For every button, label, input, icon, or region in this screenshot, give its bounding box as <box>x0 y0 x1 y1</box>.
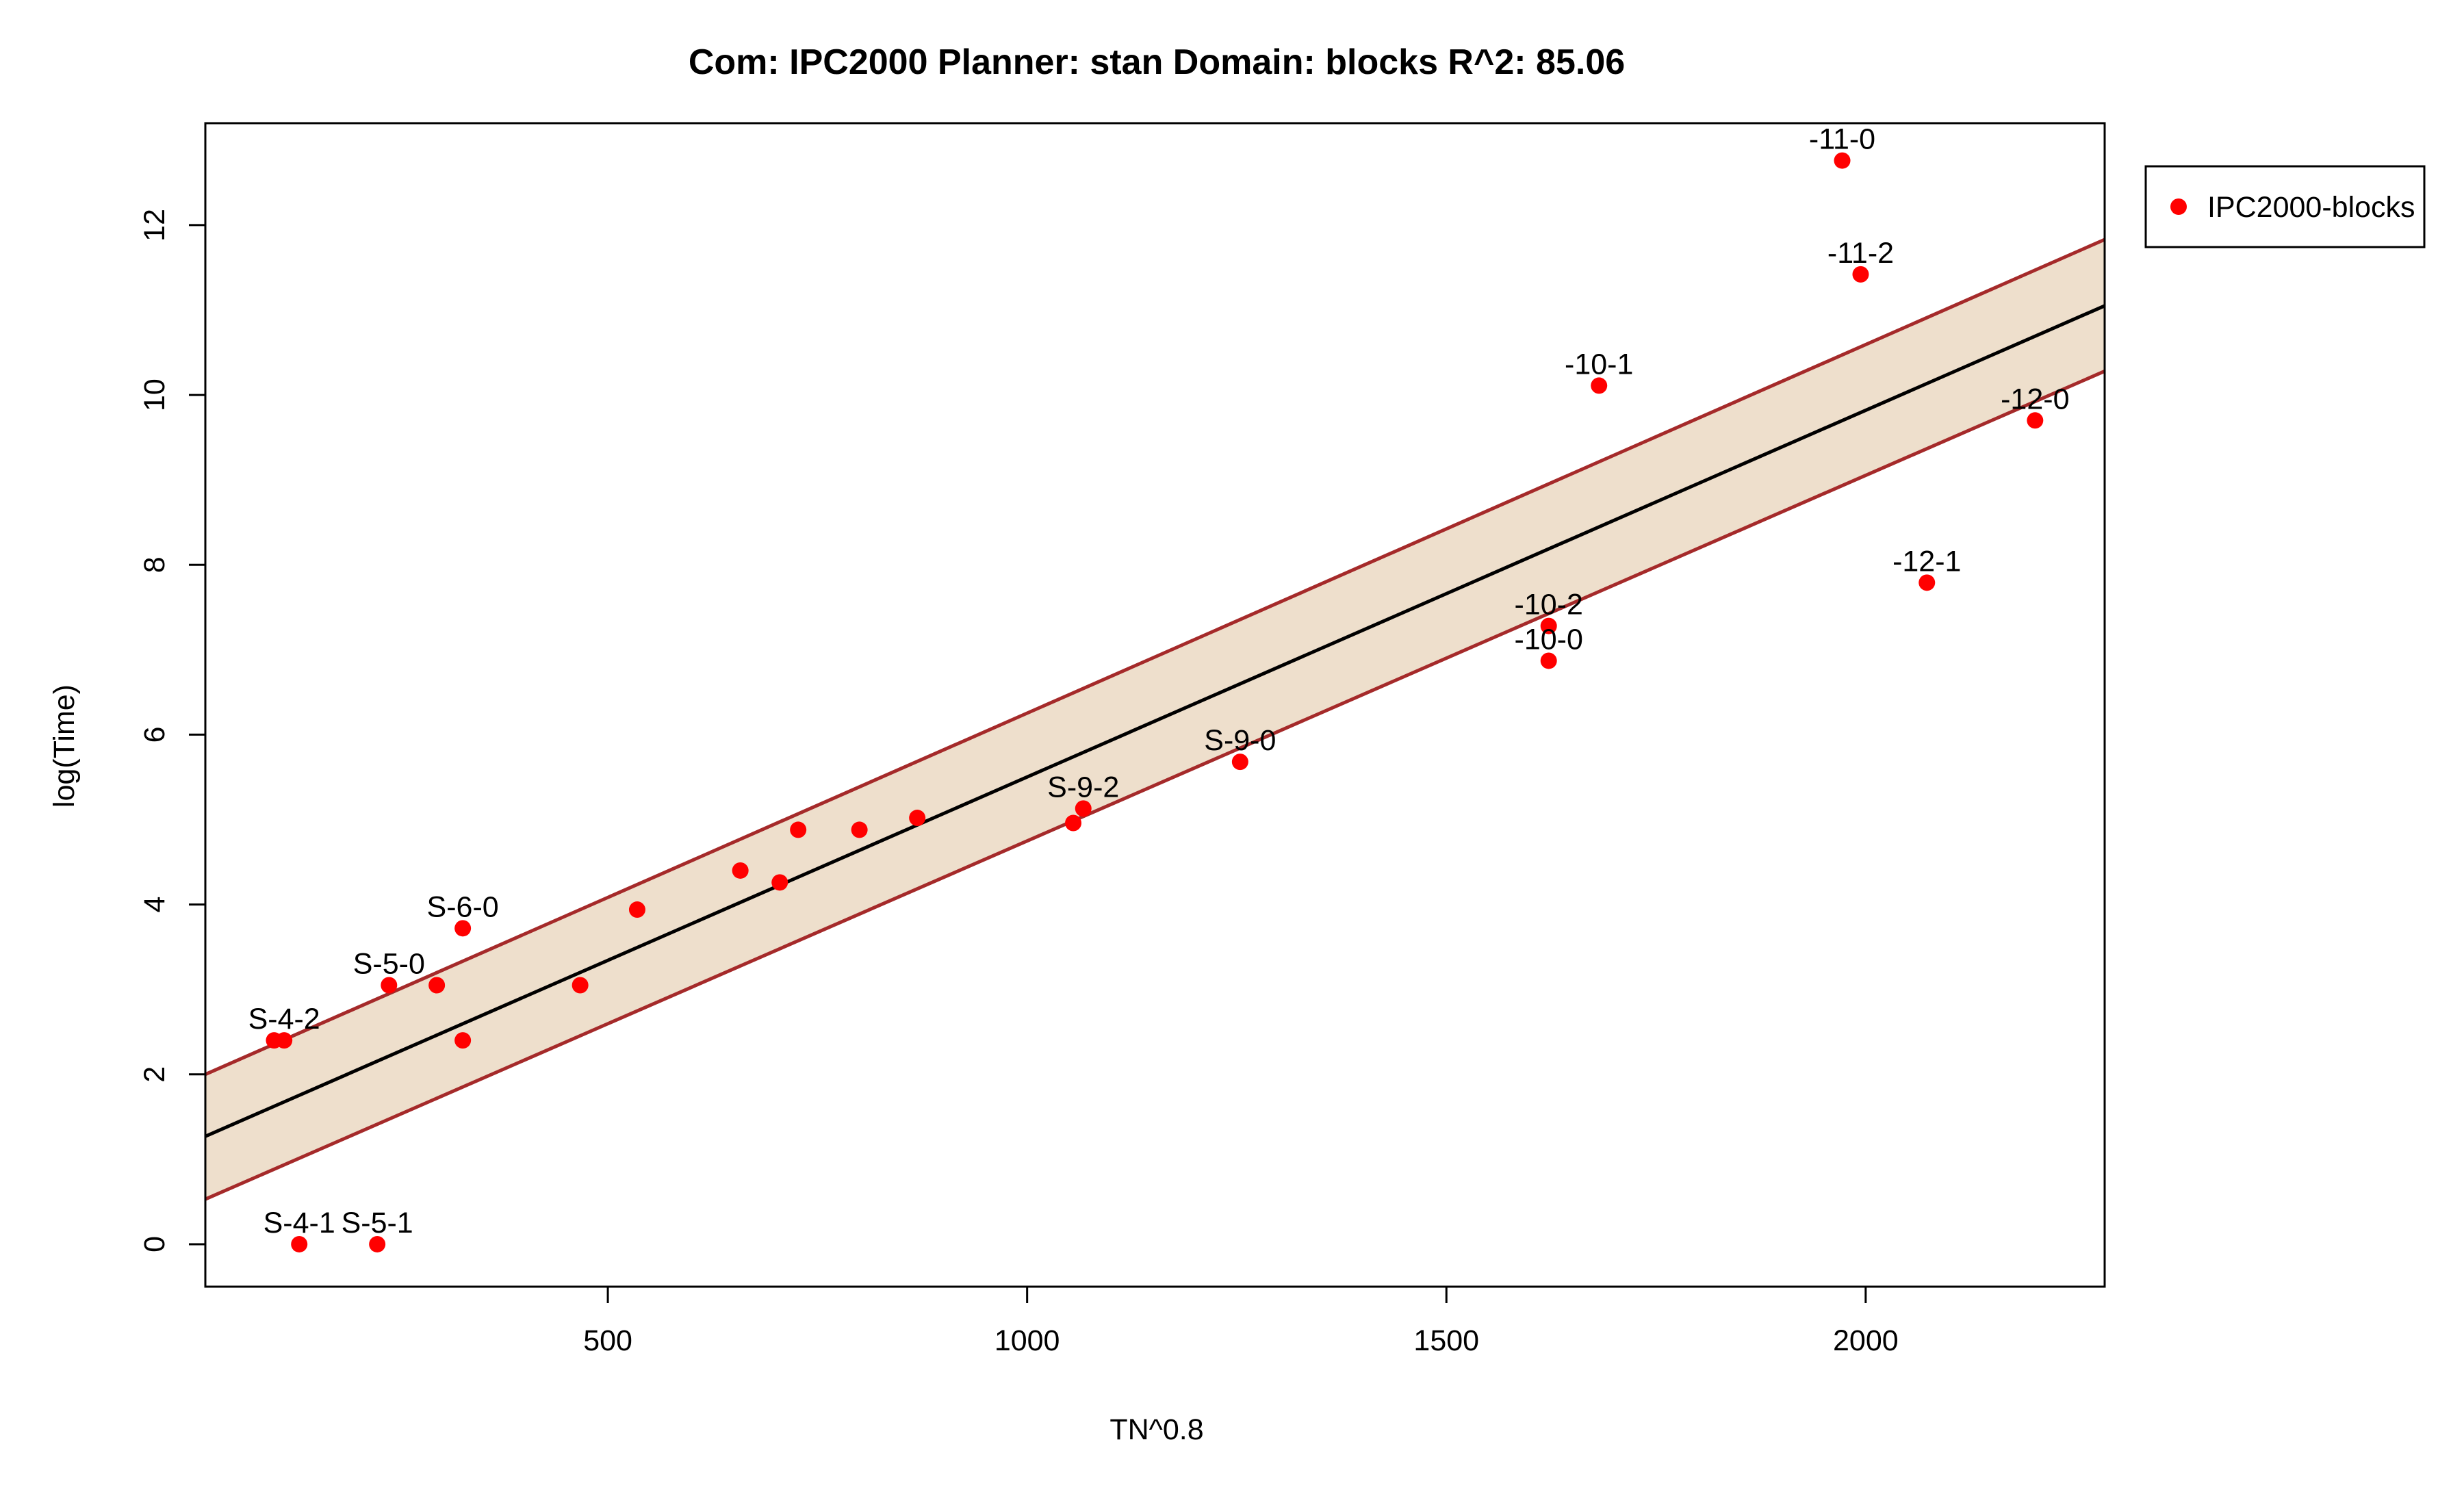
x-axis-label: TN^0.8 <box>1109 1413 1203 1446</box>
x-tick-label: 500 <box>583 1324 632 1357</box>
y-axis: 0 2 4 6 8 10 12 <box>138 209 207 1252</box>
data-point <box>454 920 472 937</box>
data-point <box>291 1235 308 1252</box>
point-labels: S-4-2 S-4-1 S-5-1 S-5-0S-6-0 S-9-2 S-9-0 -10-2… <box>248 123 2070 1239</box>
upper-band-line <box>204 237 2106 1077</box>
data-point <box>428 977 446 994</box>
data-point <box>2027 412 2044 429</box>
point-label: S-4-1 <box>264 1207 335 1239</box>
data-point <box>454 1032 472 1049</box>
point-label: -11-0 <box>1809 123 1875 156</box>
chart-title: Com: IPC2000 Planner: stan Domain: block… <box>689 42 1625 82</box>
data-point <box>1591 377 1608 394</box>
regression-line <box>204 304 2106 1138</box>
data-point <box>369 1235 386 1252</box>
data-point <box>1834 152 1851 169</box>
data-point <box>276 1032 293 1049</box>
data-point <box>381 977 398 994</box>
data-point <box>790 821 807 838</box>
lower-band-line <box>205 370 2105 1201</box>
point-label: -10-2 <box>1515 589 1583 621</box>
point-label: -11-2 <box>1827 237 1894 270</box>
point-label: -12-1 <box>1892 545 1961 578</box>
data-point <box>1540 617 1557 634</box>
x-axis: 500 1000 1500 2000 <box>583 1285 1899 1357</box>
point-label: -10-0 <box>1515 623 1583 656</box>
y-tick-label: 4 <box>138 897 171 913</box>
y-tick-label: 8 <box>138 556 171 573</box>
y-tick-label: 12 <box>138 209 171 242</box>
data-point <box>771 874 788 891</box>
point-label: S-9-0 <box>1204 724 1276 757</box>
data-point <box>1231 754 1248 771</box>
legend-box <box>2144 165 2426 248</box>
y-tick-label: 0 <box>138 1236 171 1252</box>
data-point <box>1065 814 1082 832</box>
x-tick-label: 1500 <box>1413 1324 1479 1357</box>
data-point <box>851 821 868 838</box>
y-axis-label: log(Time) <box>48 684 81 808</box>
y-tick-label: 10 <box>138 378 171 411</box>
legend-marker <box>2170 198 2187 215</box>
legend-entry-label: IPC2000-blocks <box>2207 191 2415 224</box>
point-label: S-9-2 <box>1047 771 1119 803</box>
data-point <box>732 862 749 879</box>
point-label: -12-0 <box>2001 383 2069 415</box>
data-point <box>1918 574 1936 591</box>
data-point <box>1075 800 1092 817</box>
point-label: S-4-2 <box>248 1003 320 1036</box>
x-tick-label: 2000 <box>1833 1324 1899 1357</box>
fit-line <box>204 304 2106 1138</box>
data-point <box>909 810 926 827</box>
data-point <box>1540 652 1557 669</box>
x-tick-label: 1000 <box>994 1324 1060 1357</box>
y-tick-label: 6 <box>138 726 171 743</box>
point-label: S-5-1 <box>342 1207 413 1239</box>
legend: IPC2000-blocks <box>2144 165 2426 248</box>
data-points <box>266 152 2044 1252</box>
point-label: -10-1 <box>1565 348 1633 381</box>
y-tick-label: 2 <box>138 1066 171 1083</box>
data-point <box>1852 266 1869 283</box>
point-label: S-6-0 <box>427 890 499 923</box>
point-label: S-5-0 <box>353 947 425 980</box>
data-point <box>628 901 645 918</box>
data-point <box>572 977 589 994</box>
